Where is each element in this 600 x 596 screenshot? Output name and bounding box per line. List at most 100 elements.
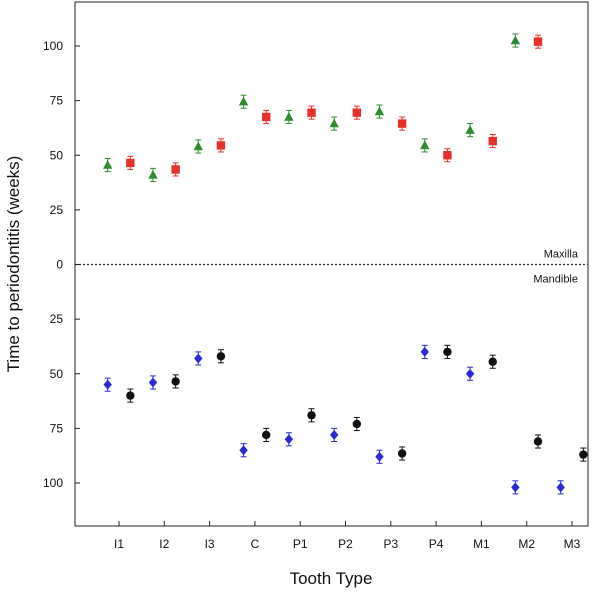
circle-marker bbox=[307, 411, 316, 420]
diamond-marker bbox=[284, 434, 294, 445]
data-point-circle bbox=[126, 388, 135, 403]
diamond-marker bbox=[103, 379, 112, 390]
triangle-marker bbox=[193, 141, 203, 151]
data-point-square bbox=[352, 105, 362, 120]
circle-marker bbox=[216, 352, 226, 361]
square-marker bbox=[171, 165, 180, 174]
data-point-triangle bbox=[420, 138, 430, 153]
data-point-diamond bbox=[511, 480, 520, 495]
data-point-triangle bbox=[193, 139, 203, 154]
data-point-square bbox=[171, 162, 180, 177]
maxilla-label: Maxilla bbox=[544, 249, 579, 261]
diamond-marker bbox=[148, 377, 158, 388]
data-point-square bbox=[126, 155, 135, 170]
y-tick-label: 75 bbox=[50, 421, 64, 435]
diamond-marker bbox=[329, 429, 339, 440]
data-point-diamond bbox=[329, 427, 339, 442]
y-tick-label: 25 bbox=[50, 312, 64, 326]
data-point-triangle bbox=[510, 33, 521, 48]
circle-marker bbox=[443, 347, 452, 357]
data-point-circle bbox=[397, 446, 407, 461]
data-point-square bbox=[488, 133, 497, 149]
square-marker bbox=[352, 108, 362, 117]
x-tick-label: I3 bbox=[205, 537, 215, 551]
square-marker bbox=[488, 136, 497, 146]
x-tick-label: I1 bbox=[114, 537, 124, 551]
data-point-diamond bbox=[420, 344, 429, 359]
triangle-marker bbox=[420, 140, 430, 150]
diamond-marker bbox=[465, 368, 475, 379]
x-tick-label: P4 bbox=[429, 537, 444, 551]
circle-marker bbox=[579, 450, 588, 459]
diamond-marker bbox=[556, 482, 565, 493]
triangle-marker bbox=[102, 160, 113, 169]
data-point-circle bbox=[579, 447, 588, 462]
y-axis-title: Time to periodontitis (weeks) bbox=[4, 156, 23, 373]
diamond-marker bbox=[194, 353, 203, 364]
square-marker bbox=[216, 141, 226, 150]
triangle-marker bbox=[329, 118, 339, 128]
x-axis: I1 I2 I3 C P1 P2 P3 P4 M1 M2 M3 bbox=[114, 521, 581, 551]
x-tick-label: P2 bbox=[338, 537, 353, 551]
x-tick-label: P3 bbox=[383, 537, 398, 551]
data-point-circle bbox=[488, 354, 497, 369]
data-point-circle bbox=[352, 416, 362, 432]
diamond-marker bbox=[420, 346, 429, 357]
data-point-square bbox=[443, 148, 452, 163]
diamond-marker bbox=[511, 482, 520, 493]
x-tick-label: M1 bbox=[473, 537, 490, 551]
data-marks bbox=[102, 33, 588, 495]
triangle-marker bbox=[238, 96, 249, 106]
circle-marker bbox=[171, 377, 180, 386]
triangle-marker bbox=[148, 169, 158, 179]
square-marker bbox=[126, 158, 135, 168]
data-point-circle bbox=[262, 427, 271, 442]
square-marker bbox=[397, 119, 407, 128]
circle-marker bbox=[262, 430, 271, 440]
x-tick-label: M2 bbox=[518, 537, 535, 551]
data-point-diamond bbox=[148, 375, 158, 390]
data-point-circle bbox=[533, 434, 543, 449]
square-marker bbox=[443, 151, 452, 160]
triangle-marker bbox=[284, 112, 294, 121]
data-point-triangle bbox=[374, 104, 385, 119]
data-point-circle bbox=[216, 349, 226, 364]
data-point-circle bbox=[443, 344, 452, 359]
triangle-marker bbox=[374, 106, 385, 116]
mandible-label: Mandible bbox=[533, 274, 578, 286]
diamond-marker bbox=[375, 451, 384, 462]
circle-marker bbox=[397, 449, 407, 458]
data-point-triangle bbox=[465, 123, 475, 138]
y-axis: 100 75 50 25 0 25 50 75 100 bbox=[43, 39, 80, 490]
y-tick-label: 100 bbox=[43, 39, 63, 53]
x-axis-title: Tooth Type bbox=[290, 569, 373, 588]
data-point-diamond bbox=[465, 366, 475, 381]
data-point-triangle bbox=[148, 167, 158, 182]
data-point-diamond bbox=[103, 377, 112, 392]
x-tick-label: I2 bbox=[159, 537, 169, 551]
data-point-circle bbox=[307, 408, 316, 423]
data-point-square bbox=[533, 34, 543, 49]
data-point-square bbox=[216, 138, 226, 153]
data-point-square bbox=[307, 105, 316, 120]
y-tick-label: 0 bbox=[56, 258, 63, 272]
data-point-triangle bbox=[284, 109, 294, 125]
data-point-diamond bbox=[375, 449, 384, 464]
data-point-triangle bbox=[329, 116, 339, 131]
y-tick-label: 50 bbox=[50, 148, 64, 162]
data-point-square bbox=[262, 109, 271, 125]
data-point-diamond bbox=[556, 480, 565, 495]
x-tick-label: C bbox=[251, 537, 260, 551]
square-marker bbox=[262, 112, 271, 122]
x-tick-label: M3 bbox=[564, 537, 581, 551]
data-point-square bbox=[397, 116, 407, 131]
data-point-diamond bbox=[194, 351, 203, 366]
y-tick-label: 25 bbox=[50, 203, 64, 217]
y-tick-label: 100 bbox=[43, 476, 63, 490]
triangle-marker bbox=[510, 35, 521, 45]
square-marker bbox=[533, 37, 543, 46]
triangle-marker bbox=[465, 125, 475, 134]
data-point-triangle bbox=[238, 94, 249, 109]
